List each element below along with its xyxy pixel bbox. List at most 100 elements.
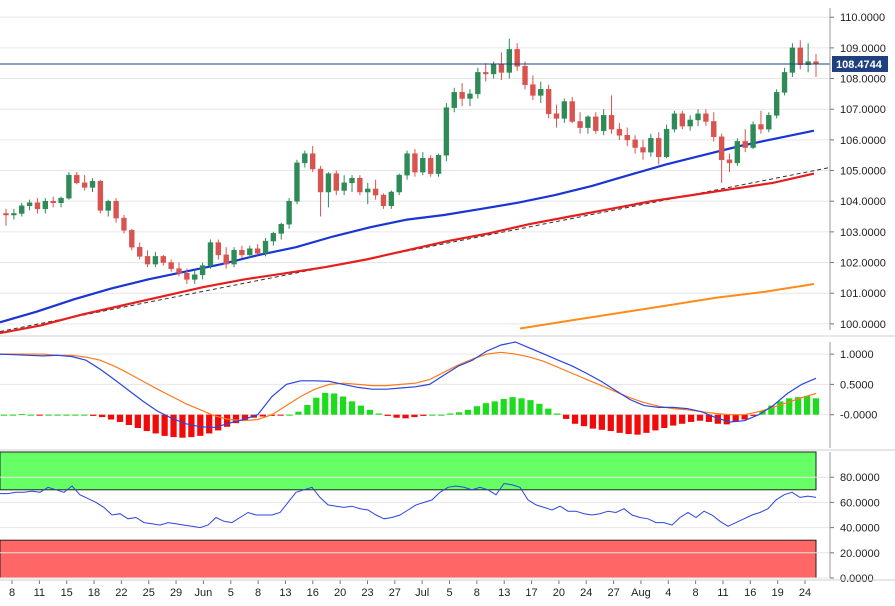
candle-body (789, 47, 796, 73)
candle-body (569, 101, 575, 122)
x-tick-label: 11 (34, 587, 45, 599)
candle-body (679, 113, 685, 127)
macd-histogram (0, 392, 820, 438)
macd-hist-bar (322, 392, 329, 415)
candle-body (648, 138, 654, 153)
macd-hist-bar (206, 414, 213, 434)
sma-blue-path (0, 129, 815, 324)
price-tick-label: 106.0000 (840, 135, 886, 147)
candle (404, 150, 410, 180)
x-tick-label: 16 (744, 587, 756, 599)
candle-body (380, 194, 387, 207)
price-tick-label: 110.0000 (840, 12, 885, 24)
macd-hist-bar (643, 414, 650, 433)
candle (254, 244, 261, 255)
candle (26, 199, 33, 211)
candle (789, 43, 796, 77)
rsi-tick-label: 20.0000 (840, 548, 880, 560)
macd-hist-bar (170, 414, 177, 438)
x-tick-label: 13 (279, 587, 291, 599)
candle-body (545, 89, 552, 115)
x-tick-label: 5 (228, 587, 234, 599)
candle (569, 96, 575, 123)
candle-body (11, 213, 17, 216)
candle (451, 87, 457, 113)
candle (427, 155, 434, 177)
macd-hist-bar (366, 409, 373, 415)
candle (412, 149, 418, 177)
x-tick-label: 17 (525, 587, 537, 599)
candle (357, 175, 363, 196)
candle-body (412, 153, 418, 173)
candle (640, 139, 646, 160)
candle-body (270, 233, 277, 242)
candle-body (341, 182, 347, 191)
macd-hist-bar (232, 414, 240, 424)
candle-body (522, 66, 528, 85)
macd-line (0, 341, 817, 429)
macd-hist-bar (500, 398, 507, 415)
candle (773, 89, 780, 119)
rsi-tick-label: 60.0000 (840, 497, 880, 509)
x-tick-label: 11 (717, 587, 728, 599)
candle-body (89, 181, 96, 188)
macd-hist-bar (518, 398, 525, 415)
candle-body (600, 115, 607, 131)
candle-body (239, 250, 245, 256)
candle-body (734, 141, 741, 164)
candle (663, 124, 670, 159)
macd-hist-bar (277, 414, 284, 416)
macd-hist-bar (527, 400, 534, 415)
candle (89, 178, 96, 192)
macd-y-axis: 1.0000 0.5000 -0.0000 (829, 342, 877, 448)
candle (349, 175, 355, 192)
candle-body (113, 200, 119, 219)
candle (223, 247, 229, 269)
candle-body (26, 202, 33, 207)
candle-body (553, 113, 560, 119)
candle-body (616, 128, 623, 136)
candle (742, 129, 748, 153)
candle (97, 179, 104, 214)
price-tick-label: 105.0000 (840, 166, 886, 178)
macd-hist-bar (197, 414, 204, 436)
candle (286, 198, 292, 229)
candle (144, 250, 151, 268)
macd-hist-bar (607, 414, 614, 432)
macd-hist-bar (259, 414, 266, 417)
x-axis: 8 11 15 18 22 25 29 Jun 5 8 13 16 20 23 27 Jul 5 8 13 17 20 2… (9, 580, 811, 599)
candle (341, 175, 347, 196)
macd-hist-bar (411, 414, 418, 418)
candle (388, 190, 395, 209)
candle (608, 95, 615, 134)
candle (247, 245, 253, 258)
candle (679, 110, 685, 130)
macd-hist-bar (714, 414, 721, 424)
candle (380, 193, 387, 209)
candle-body (286, 200, 292, 225)
candle-body (663, 128, 670, 157)
macd-hist-bar (464, 409, 472, 415)
macd-hist-bar (223, 414, 231, 427)
macd-hist-bar (536, 403, 543, 415)
candle (34, 198, 41, 214)
candle (184, 268, 190, 284)
candle-body (498, 64, 505, 73)
macd-hist-bar (705, 414, 713, 422)
candle (105, 199, 111, 217)
candle-body (718, 136, 725, 161)
macd-hist-bar (812, 398, 820, 415)
candle-body (294, 162, 300, 202)
macd-hist-bar (63, 414, 70, 416)
candle-body (538, 89, 544, 96)
candle (656, 132, 662, 165)
candle-body (231, 250, 237, 265)
candle-body (137, 246, 143, 257)
candle-body (129, 230, 135, 248)
candle (766, 112, 772, 133)
candle (66, 172, 72, 200)
macd-hist-bar (36, 414, 43, 416)
candle-body (695, 113, 701, 121)
macd-hist-bar (0, 414, 8, 416)
x-tick-label: 20 (334, 587, 346, 599)
